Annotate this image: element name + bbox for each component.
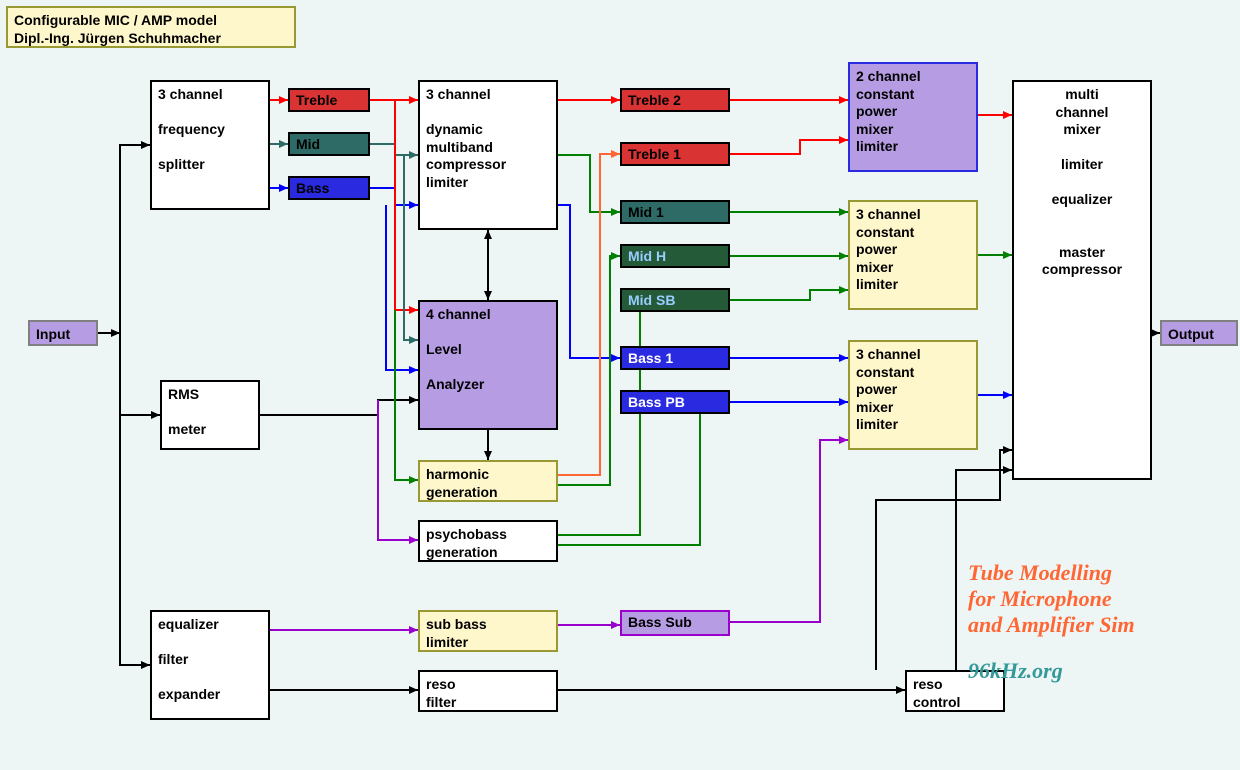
node-pbgen: psychobass generation [418,520,558,562]
pill-basssub: Bass Sub [620,610,730,636]
pill-mid: Mid [288,132,370,156]
node-harm: harmonic generation [418,460,558,502]
caption-line3: and Amplifier Sim [968,612,1135,638]
node-mix3b: 3 channel constant power mixer limiter [848,340,978,450]
node-lvl: 4 channel Level Analyzer [418,300,558,430]
node-splitter: 3 channel frequency splitter [150,80,270,210]
caption-site: 96kHz.org [968,658,1135,684]
pill-mid1: Mid 1 [620,200,730,224]
pill-basspb: Bass PB [620,390,730,414]
node-eqfx: equalizer filter expander [150,610,270,720]
pill-midh: Mid H [620,244,730,268]
pill-bass1: Bass 1 [620,346,730,370]
pill-treble1: Treble 1 [620,142,730,166]
node-mix2: 2 channel constant power mixer limiter [848,62,978,172]
node-dyn: 3 channel dynamic multiband compressor l… [418,80,558,230]
node-master: multi channel mixer limiter equalizer ma… [1012,80,1152,480]
caption-line2: for Microphone [968,586,1135,612]
pill-bass: Bass [288,176,370,200]
node-output: Output [1160,320,1238,346]
node-reso: reso filter [418,670,558,712]
caption: Tube Modellingfor Microphoneand Amplifie… [968,560,1135,684]
node-mix3a: 3 channel constant power mixer limiter [848,200,978,310]
node-input: Input [28,320,98,346]
pill-treble2: Treble 2 [620,88,730,112]
node-sbl: sub bass limiter [418,610,558,652]
header-title: Configurable MIC / AMP model Dipl.-Ing. … [6,6,296,48]
pill-treble: Treble [288,88,370,112]
pill-midsb: Mid SB [620,288,730,312]
caption-line1: Tube Modelling [968,560,1135,586]
node-rms: RMS meter [160,380,260,450]
